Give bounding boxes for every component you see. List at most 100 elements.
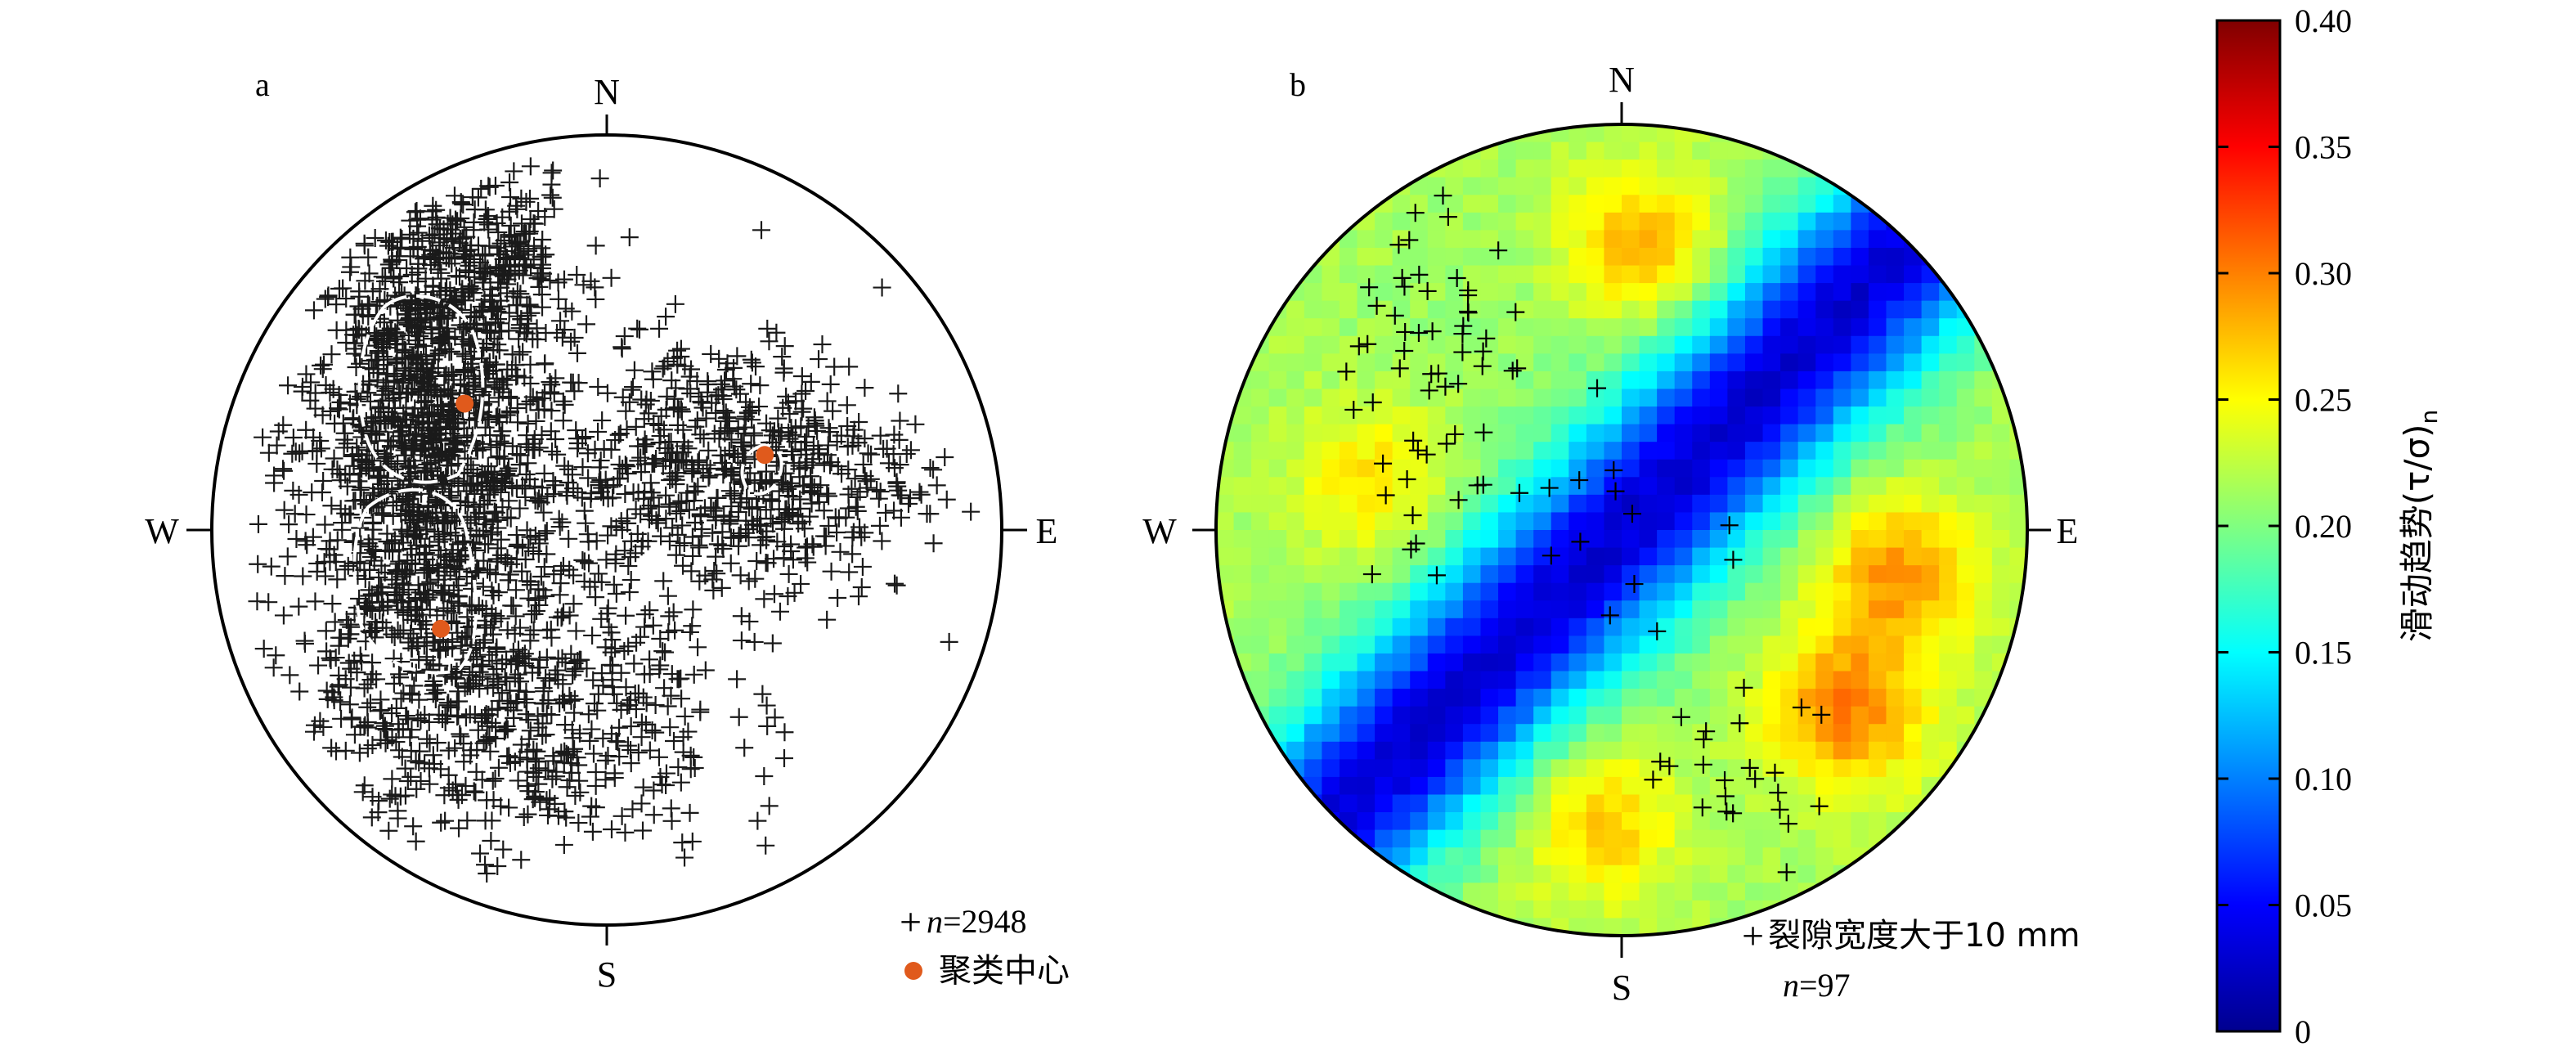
heatmap-cell <box>1568 477 1587 496</box>
colorbar-tick-label: 0.40 <box>2295 2 2352 39</box>
heatmap-cell <box>1622 442 1640 460</box>
heatmap-cell <box>1622 582 1640 602</box>
data-point-a <box>287 530 306 549</box>
data-point-a <box>602 517 621 536</box>
data-point-a <box>510 499 529 518</box>
data-point-a <box>401 247 420 266</box>
heatmap-cell <box>1551 706 1570 725</box>
heatmap-cell <box>1286 671 1305 689</box>
data-point-a <box>651 767 670 786</box>
heatmap-cell <box>1991 565 2011 584</box>
heatmap-cell <box>1692 459 1711 478</box>
data-point-a <box>519 314 538 333</box>
panel-b-legend: + 裂隙宽度大于10 mm n=97 <box>1742 914 2080 1004</box>
heatmap-cell <box>1515 459 1534 478</box>
data-point-a <box>670 670 689 689</box>
heatmap-cell <box>1568 283 1587 302</box>
data-point-a <box>356 716 375 734</box>
data-point-a <box>521 631 540 650</box>
data-point-a <box>546 369 565 388</box>
data-point-a <box>732 489 751 508</box>
heatmap-cell <box>1921 353 1940 372</box>
data-point-a <box>337 333 356 352</box>
data-point-b <box>1395 342 1414 361</box>
data-point-a <box>636 395 655 414</box>
data-point-a <box>632 390 651 409</box>
heatmap-cell <box>1392 618 1411 637</box>
data-point-b <box>1697 722 1716 741</box>
data-point-a <box>343 447 361 465</box>
heatmap-cell <box>1357 406 1376 425</box>
heatmap-cell <box>1956 530 1976 549</box>
heatmap-cell <box>1339 265 1358 284</box>
heatmap-cell <box>1533 159 1552 178</box>
heatmap-cell <box>1339 812 1358 831</box>
data-point-a <box>387 493 406 512</box>
data-point-b <box>1437 434 1456 453</box>
heatmap-cell <box>1392 406 1411 425</box>
heatmap-cell <box>1498 565 1517 584</box>
data-point-a <box>537 791 556 810</box>
heatmap-cell <box>1886 600 1905 619</box>
heatmap-cell <box>1445 829 1464 848</box>
data-point-a <box>316 567 334 586</box>
heatmap-cell <box>1692 759 1711 778</box>
data-point-a <box>626 700 645 719</box>
data-point-a <box>432 466 451 485</box>
data-point-a <box>675 437 693 456</box>
heatmap-cell <box>1692 653 1711 672</box>
heatmap-cell <box>1392 212 1411 231</box>
data-point-a <box>456 532 474 550</box>
heatmap-cell <box>1551 883 1570 901</box>
heatmap-cell <box>1410 389 1429 407</box>
heatmap-cell <box>1462 741 1482 761</box>
heatmap-cell <box>1604 195 1622 213</box>
heatmap-cell <box>1498 247 1517 267</box>
heatmap-cell <box>1445 600 1464 619</box>
heatmap-cell <box>1533 724 1552 743</box>
colorbar-tick-label: 0.30 <box>2295 255 2352 292</box>
heatmap-cell <box>1410 600 1429 619</box>
heatmap-cell <box>1427 335 1447 355</box>
heatmap-cell <box>1551 565 1570 584</box>
heatmap-cell <box>1921 335 1940 355</box>
heatmap-cell <box>1815 459 1834 478</box>
data-point-a <box>262 557 280 576</box>
data-point-a <box>445 186 464 205</box>
data-point-a <box>446 442 464 461</box>
heatmap-cell <box>1375 406 1393 425</box>
data-point-a <box>369 360 388 379</box>
heatmap-cell <box>1410 759 1429 778</box>
data-point-b <box>1730 714 1749 733</box>
heatmap-cell <box>1410 653 1429 672</box>
heatmap-cell <box>1339 477 1358 496</box>
data-point-a <box>464 460 482 478</box>
data-point-a <box>438 230 456 249</box>
heatmap-cell <box>1692 618 1711 637</box>
heatmap-cell <box>1462 512 1482 531</box>
heatmap-cell <box>1304 582 1323 602</box>
heatmap-cell <box>1657 759 1676 778</box>
heatmap-cell <box>1780 582 1799 602</box>
data-point-a <box>382 320 401 339</box>
data-point-a <box>276 567 294 586</box>
heatmap-cell <box>1515 883 1534 901</box>
heatmap-cell <box>1462 671 1482 689</box>
heatmap-cell <box>1780 442 1799 460</box>
heatmap-cell <box>1375 706 1393 725</box>
heatmap-cell <box>1604 318 1622 337</box>
data-point-a <box>481 323 500 342</box>
heatmap-cell <box>1515 547 1534 566</box>
heatmap-cell <box>1904 424 1923 442</box>
heatmap-cell <box>1939 530 1958 549</box>
data-point-a <box>425 346 444 365</box>
heatmap-cell <box>1586 406 1605 425</box>
heatmap-cell <box>1586 212 1605 231</box>
data-point-a <box>810 350 828 369</box>
data-point-a <box>684 600 702 619</box>
heatmap-cell <box>1709 636 1729 654</box>
heatmap-cell <box>1304 353 1323 372</box>
data-point-a <box>394 603 413 622</box>
data-point-b <box>1503 362 1522 380</box>
heatmap-cell <box>1797 547 1817 566</box>
